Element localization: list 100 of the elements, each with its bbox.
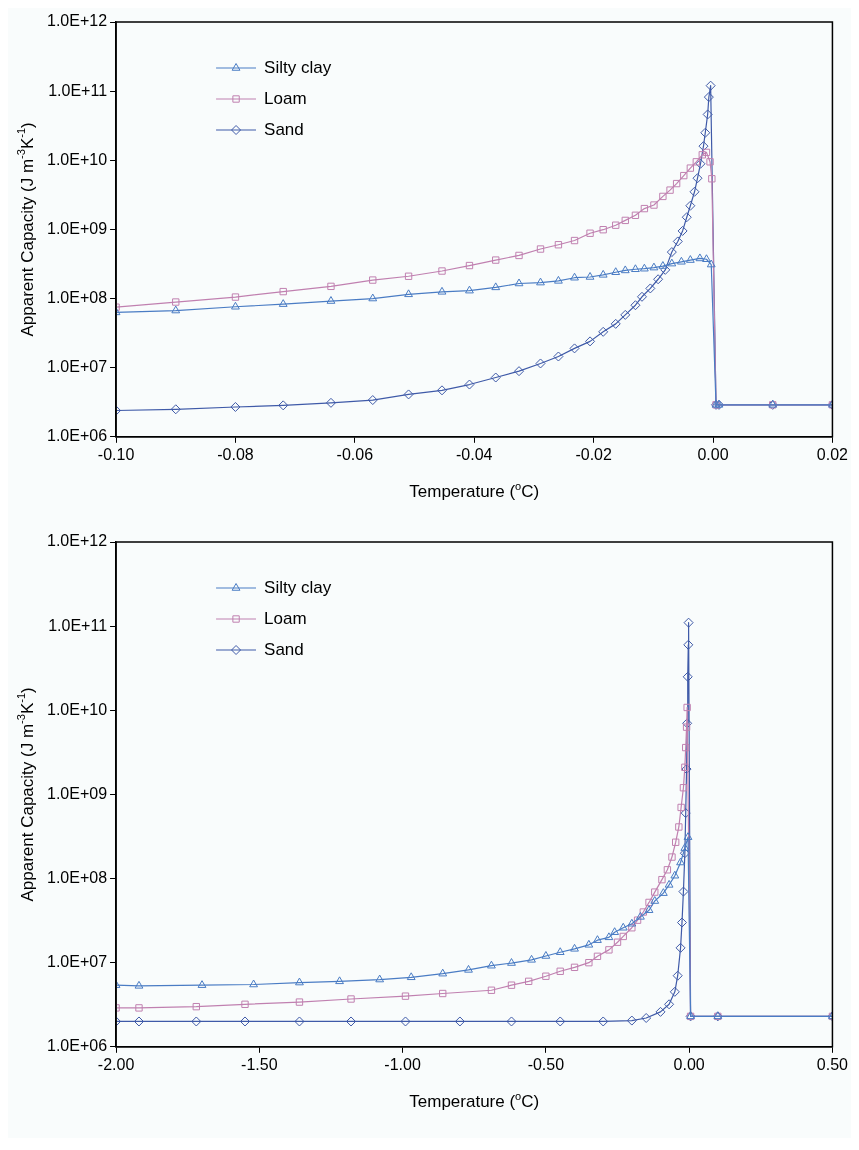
point — [636, 291, 647, 302]
point — [700, 127, 711, 138]
y-tick-label: 1.0E+08 — [46, 868, 108, 886]
point — [619, 932, 627, 941]
point — [295, 977, 304, 986]
point — [464, 379, 475, 390]
point — [585, 958, 593, 967]
y-axis-title: Apparent Capacity (J m-3K-1) — [15, 687, 37, 902]
point — [639, 263, 649, 272]
point — [514, 278, 524, 287]
point — [633, 916, 642, 924]
point — [437, 385, 448, 396]
point — [651, 888, 659, 896]
point — [536, 245, 545, 253]
point — [683, 639, 694, 650]
point — [613, 938, 622, 946]
y-tick-label: 1.0E+06 — [46, 1037, 108, 1055]
point — [525, 977, 533, 986]
y-tick-label: 1.0E+12 — [46, 12, 108, 30]
point — [326, 296, 336, 304]
point — [639, 908, 647, 916]
point — [653, 274, 664, 285]
point — [294, 1016, 305, 1027]
point — [279, 287, 287, 296]
point — [682, 743, 690, 752]
x-tick-label: -0.02 — [575, 445, 612, 463]
point — [672, 970, 683, 981]
point — [541, 951, 551, 959]
point — [621, 216, 629, 225]
x-tick-label: -1.50 — [241, 1055, 278, 1073]
point — [664, 999, 675, 1010]
point — [677, 256, 686, 265]
point — [231, 301, 240, 310]
point — [133, 1016, 144, 1027]
point — [375, 974, 385, 983]
point — [692, 173, 703, 184]
point — [703, 92, 714, 103]
point — [698, 141, 709, 152]
y-tick-label: 1.0E+10 — [46, 150, 108, 168]
point — [695, 158, 706, 169]
point — [327, 282, 335, 291]
point — [675, 942, 686, 953]
y-tick-label: 1.0E+07 — [46, 358, 108, 376]
point — [672, 236, 683, 247]
point — [658, 261, 668, 269]
point — [278, 400, 289, 411]
point — [556, 967, 564, 975]
point — [465, 261, 474, 270]
point — [620, 265, 630, 274]
point — [555, 1016, 566, 1027]
point — [346, 1016, 357, 1027]
point — [666, 186, 674, 194]
legend-label: Sand — [264, 119, 304, 139]
point — [514, 366, 525, 377]
point — [610, 927, 620, 935]
point — [197, 980, 207, 988]
point — [650, 201, 658, 209]
point — [705, 80, 716, 91]
point — [278, 299, 288, 307]
point — [676, 857, 685, 866]
point — [708, 175, 716, 183]
point — [404, 272, 413, 280]
point — [170, 404, 181, 415]
point — [682, 723, 691, 731]
point — [438, 968, 448, 977]
point — [620, 309, 631, 320]
x-tick-label: -0.06 — [336, 445, 374, 463]
point — [585, 336, 596, 347]
point — [347, 995, 355, 1003]
point — [672, 838, 680, 846]
point — [683, 617, 694, 628]
legend-label: Sand — [264, 639, 304, 659]
point — [631, 264, 640, 273]
point — [598, 1016, 609, 1027]
point — [641, 1012, 652, 1023]
point — [677, 803, 685, 812]
point — [683, 703, 691, 712]
point — [650, 896, 660, 904]
legend-label: Silty clay — [264, 577, 332, 597]
point — [685, 200, 696, 211]
point — [611, 267, 621, 275]
point — [644, 905, 654, 913]
point — [612, 221, 620, 229]
y-tick-label: 1.0E+11 — [48, 81, 108, 99]
point — [438, 267, 446, 275]
y-tick-label: 1.0E+10 — [46, 700, 108, 718]
point — [134, 980, 144, 989]
point — [677, 225, 688, 236]
point — [663, 866, 672, 874]
point — [695, 253, 705, 262]
point — [367, 395, 378, 406]
point — [675, 823, 683, 831]
point — [676, 917, 687, 928]
y-tick-label: 1.0E+12 — [46, 532, 108, 550]
point — [706, 259, 716, 268]
point — [689, 186, 700, 197]
point — [515, 251, 523, 260]
y-tick-label: 1.0E+08 — [46, 288, 108, 306]
point — [241, 1000, 249, 1008]
point — [645, 283, 656, 294]
